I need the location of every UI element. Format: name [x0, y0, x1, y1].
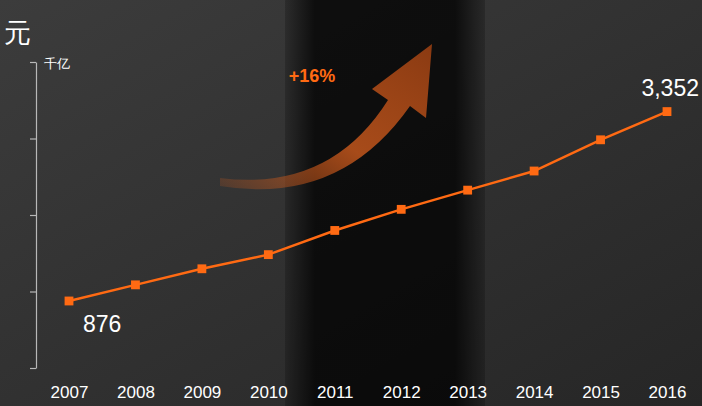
x-axis: 2007 2008 2009 2010 2011 2012 2013 2014 2015 2016	[51, 370, 687, 402]
data-point	[397, 205, 406, 214]
x-tick: 2007	[51, 370, 89, 402]
x-tick-label: 2015	[582, 383, 620, 402]
y-tick-mark	[30, 215, 36, 216]
x-tick: 2016	[649, 370, 687, 402]
data-point	[330, 226, 339, 235]
y-tick-mark	[30, 62, 36, 63]
x-tick: 2015	[582, 370, 620, 402]
y-axis-label: 千亿	[44, 56, 70, 71]
x-tick: 2013	[449, 370, 487, 402]
data-point	[463, 186, 472, 195]
trend-arrow	[220, 44, 432, 189]
data-labels: 876 3,352	[83, 75, 699, 337]
y-tick-mark	[30, 291, 36, 292]
data-point	[530, 167, 539, 176]
x-tick-label: 2013	[449, 383, 487, 402]
y-axis	[30, 63, 37, 369]
x-tick: 2010	[250, 370, 288, 402]
background	[0, 0, 702, 406]
title: 元	[4, 18, 31, 48]
y-tick	[30, 292, 36, 293]
background-band	[285, 0, 485, 406]
x-tick: 2014	[516, 370, 554, 402]
y-tick	[30, 368, 36, 369]
annotation: +16%	[289, 66, 336, 86]
data-label: 3,352	[641, 75, 699, 101]
y-tick-mark	[30, 368, 36, 369]
data-point	[65, 297, 74, 306]
x-tick: 2009	[183, 370, 221, 402]
y-tick	[30, 215, 36, 216]
y-tick-mark	[30, 138, 36, 139]
x-tick-label: 2007	[51, 383, 89, 402]
y-tick	[30, 62, 36, 63]
x-axis-line	[70, 370, 668, 371]
data-point	[197, 264, 206, 273]
data-label: 876	[83, 311, 121, 337]
x-tick-label: 2009	[183, 383, 221, 402]
x-tick: 2008	[117, 370, 155, 402]
x-tick: 2011	[317, 370, 354, 402]
data-point	[264, 250, 273, 259]
x-tick-label: 2010	[250, 383, 288, 402]
x-tick-label: 2008	[117, 383, 155, 402]
y-tick	[30, 139, 36, 140]
data-point	[663, 107, 672, 116]
x-tick-label: 2014	[516, 383, 554, 402]
x-tick-label: 2016	[649, 383, 687, 402]
x-tick: 2012	[383, 370, 421, 402]
y-axis-line	[36, 63, 37, 369]
data-line	[69, 112, 667, 301]
data-point	[596, 135, 605, 144]
x-tick-label: 2011	[317, 383, 354, 402]
data-point	[131, 280, 140, 289]
x-tick-label: 2012	[383, 383, 421, 402]
chart-svg: 2007 2008 2009 2010 2011 2012 2013 2014 2015 2016…	[0, 0, 702, 406]
series	[65, 107, 672, 305]
